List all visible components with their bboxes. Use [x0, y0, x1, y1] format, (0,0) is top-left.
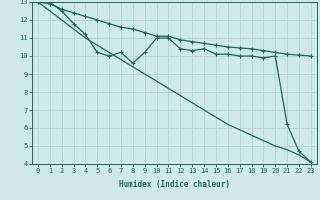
X-axis label: Humidex (Indice chaleur): Humidex (Indice chaleur) [119, 180, 230, 189]
